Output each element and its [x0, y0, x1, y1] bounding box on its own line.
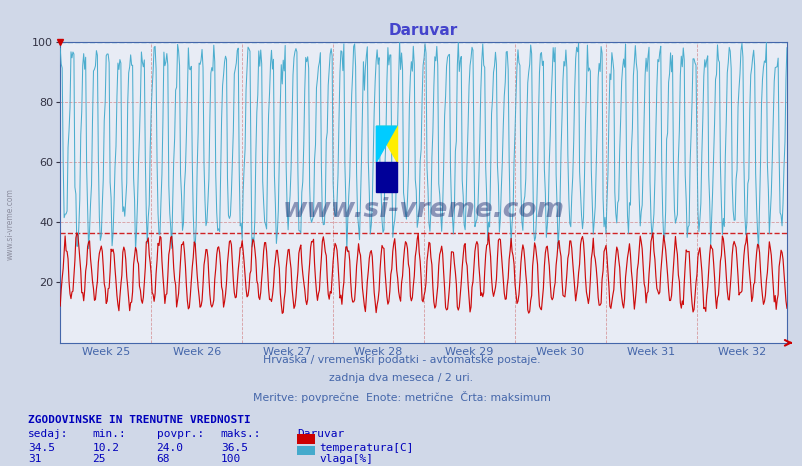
- Text: zadnja dva meseca / 2 uri.: zadnja dva meseca / 2 uri.: [329, 373, 473, 383]
- Text: vlaga[%]: vlaga[%]: [319, 454, 373, 464]
- Text: www.si-vreme.com: www.si-vreme.com: [282, 197, 564, 223]
- Polygon shape: [376, 126, 396, 162]
- Polygon shape: [376, 126, 396, 162]
- Text: temperatura[C]: temperatura[C]: [319, 443, 414, 452]
- Text: 24.0: 24.0: [156, 443, 184, 452]
- Text: 100: 100: [221, 454, 241, 464]
- Text: Meritve: povprečne  Enote: metrične  Črta: maksimum: Meritve: povprečne Enote: metrične Črta:…: [253, 391, 549, 404]
- Text: 34.5: 34.5: [28, 443, 55, 452]
- Text: maks.:: maks.:: [221, 429, 261, 439]
- Text: ZGODOVINSKE IN TRENUTNE VREDNOSTI: ZGODOVINSKE IN TRENUTNE VREDNOSTI: [28, 415, 250, 425]
- Text: 36.5: 36.5: [221, 443, 248, 452]
- Text: www.si-vreme.com: www.si-vreme.com: [6, 188, 15, 260]
- Polygon shape: [376, 162, 396, 192]
- Text: 31: 31: [28, 454, 42, 464]
- Text: 25: 25: [92, 454, 106, 464]
- Text: min.:: min.:: [92, 429, 126, 439]
- Text: Hrvaška / vremenski podatki - avtomatske postaje.: Hrvaška / vremenski podatki - avtomatske…: [262, 354, 540, 365]
- Text: povpr.:: povpr.:: [156, 429, 204, 439]
- Text: 68: 68: [156, 454, 170, 464]
- Text: sedaj:: sedaj:: [28, 429, 68, 439]
- Text: Daruvar: Daruvar: [297, 429, 344, 439]
- Text: 10.2: 10.2: [92, 443, 119, 452]
- Title: Daruvar: Daruvar: [388, 23, 458, 38]
